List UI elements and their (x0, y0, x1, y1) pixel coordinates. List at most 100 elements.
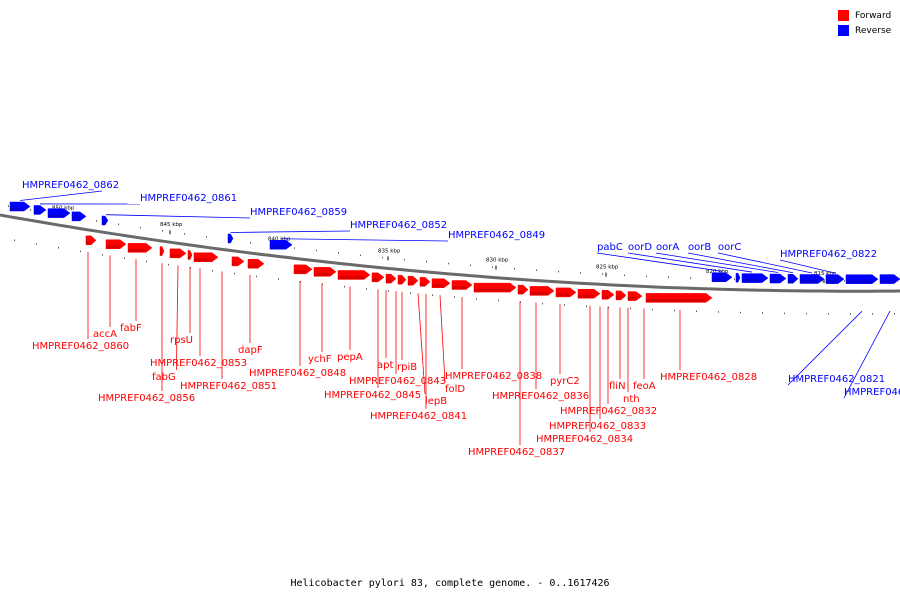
scale-dot (426, 260, 427, 263)
reverse-gene-arrow (71, 211, 87, 222)
forward-gene-label: fabF (120, 323, 142, 334)
scale-dot (624, 274, 625, 277)
scale-dot (410, 292, 411, 294)
reverse-gene-arrow (101, 215, 109, 226)
scale-dot (652, 308, 653, 311)
forward-gene-label: HMPREF0462_0856 (98, 393, 195, 404)
forward-gene-label: pyrC2 (550, 376, 580, 387)
forward-gene-label: HMPREF0462_0841 (370, 411, 467, 422)
forward-gene-arrow (293, 264, 313, 275)
forward-gene-label: apt (377, 360, 393, 371)
scale-dot (784, 312, 785, 315)
forward-gene-label: nth (623, 394, 640, 405)
scale-dot (734, 278, 735, 281)
forward-gene-arrow (159, 246, 165, 256)
reverse-gene-label: oorC (718, 242, 741, 253)
reverse-gene-leader (717, 252, 813, 274)
scale-dot (162, 230, 163, 232)
reverse-gene-leader (655, 252, 779, 273)
scale-dot (190, 267, 191, 269)
reverse-gene-arrow (825, 274, 845, 284)
forward-gene-arrow (615, 290, 627, 301)
forward-gene-arrow (247, 258, 265, 269)
reverse-gene-arrow (47, 208, 71, 218)
forward-gene-arrow-shade (452, 285, 466, 289)
scale-dot (256, 275, 257, 278)
forward-gene-label: HMPREF0462_0848 (249, 368, 346, 379)
reverse-gene-label: oorD (628, 242, 652, 253)
scale-dot (448, 262, 449, 265)
scale-dot (454, 296, 455, 298)
scale-dot (316, 249, 317, 252)
reverse-gene-arrow-shade (736, 278, 738, 282)
scale-dot (690, 277, 691, 279)
forward-gene-arrow-shade (194, 258, 212, 262)
forward-gene-arrow (193, 252, 219, 262)
scale-dot (740, 311, 741, 314)
scale-dot (36, 243, 37, 245)
forward-gene-arrow (517, 284, 529, 295)
reverse-gene-arrow (711, 272, 733, 283)
reverse-gene-arrow-shade (10, 207, 24, 211)
forward-gene-arrow-shade (170, 254, 180, 258)
scale-dot (894, 313, 895, 315)
reverse-gene-arrow-shade (846, 280, 872, 284)
scale-dot (564, 304, 565, 306)
scale-dot (806, 312, 807, 315)
reverse-gene-arrow-shade (770, 279, 780, 283)
forward-gene-leader (417, 293, 426, 395)
reverse-gene-label: HMPREF0462_0852 (350, 220, 447, 231)
forward-gene-label: accA (93, 329, 117, 340)
scale-dot (492, 266, 493, 268)
scale-dot (536, 269, 537, 271)
forward-gene-arrow (169, 248, 187, 259)
reverse-gene-leader (627, 252, 753, 273)
scale-dot (234, 272, 235, 275)
forward-gene-arrow (451, 280, 473, 290)
forward-gene-arrow (397, 274, 407, 285)
forward-gene-arrow-shade (398, 280, 402, 284)
forward-gene-label: dapF (238, 345, 263, 356)
ruler-tick-label: 840 kbp (268, 236, 291, 242)
legend: Forward Reverse (838, 8, 891, 38)
genome-caption: Helicobacter pylori 83, complete genome.… (290, 578, 610, 589)
forward-gene-arrow-shade (106, 245, 120, 249)
forward-gene-label: HMPREF0462_0836 (492, 391, 589, 402)
ruler-tick-label: 815 kbp (814, 271, 837, 277)
reverse-gene-arrow (33, 205, 47, 215)
scale-dot (470, 264, 471, 267)
forward-gene-arrow (127, 243, 153, 253)
forward-gene-arrow (419, 277, 431, 287)
reverse-gene-leader (280, 238, 449, 242)
forward-gene-label: fliN (609, 381, 626, 392)
scale-dot (388, 290, 389, 292)
reverse-gene-arrow (227, 233, 234, 244)
forward-gene-arrow (337, 270, 371, 280)
reverse-gene-arrow (799, 274, 825, 284)
forward-gene-arrow-shade (518, 290, 523, 294)
forward-gene-label: rpsU (170, 335, 193, 346)
scale-dot (96, 220, 97, 222)
forward-gene-arrow (645, 293, 713, 303)
reverse-gene-label: HMPREF0462_0861 (140, 193, 237, 204)
forward-gene-label: HMPREF0462_0833 (549, 421, 646, 432)
reverse-gene-label: HMPREF0462_0822 (780, 249, 877, 260)
forward-gene-arrow (231, 256, 245, 267)
reverse-gene-leader (843, 310, 891, 399)
scale-dot (250, 242, 251, 244)
scale-dot (630, 307, 631, 310)
scale-dot (278, 278, 279, 280)
forward-gene-label: HMPREF0462_0853 (150, 358, 247, 369)
scale-dot (674, 309, 675, 312)
scale-dot (718, 311, 719, 313)
forward-gene-arrow (555, 287, 577, 298)
reverse-gene-label: oorA (656, 242, 679, 253)
reverse-gene-arrow-shade (270, 245, 286, 249)
reverse-gene-leader (779, 259, 836, 274)
scale-dot (8, 205, 9, 207)
scale-dot (432, 294, 433, 296)
scale-dot (366, 288, 367, 290)
forward-gene-arrow-shade (372, 278, 378, 282)
forward-gene-label: HMPREF0462_0832 (560, 406, 657, 417)
scale-dot (124, 257, 125, 259)
